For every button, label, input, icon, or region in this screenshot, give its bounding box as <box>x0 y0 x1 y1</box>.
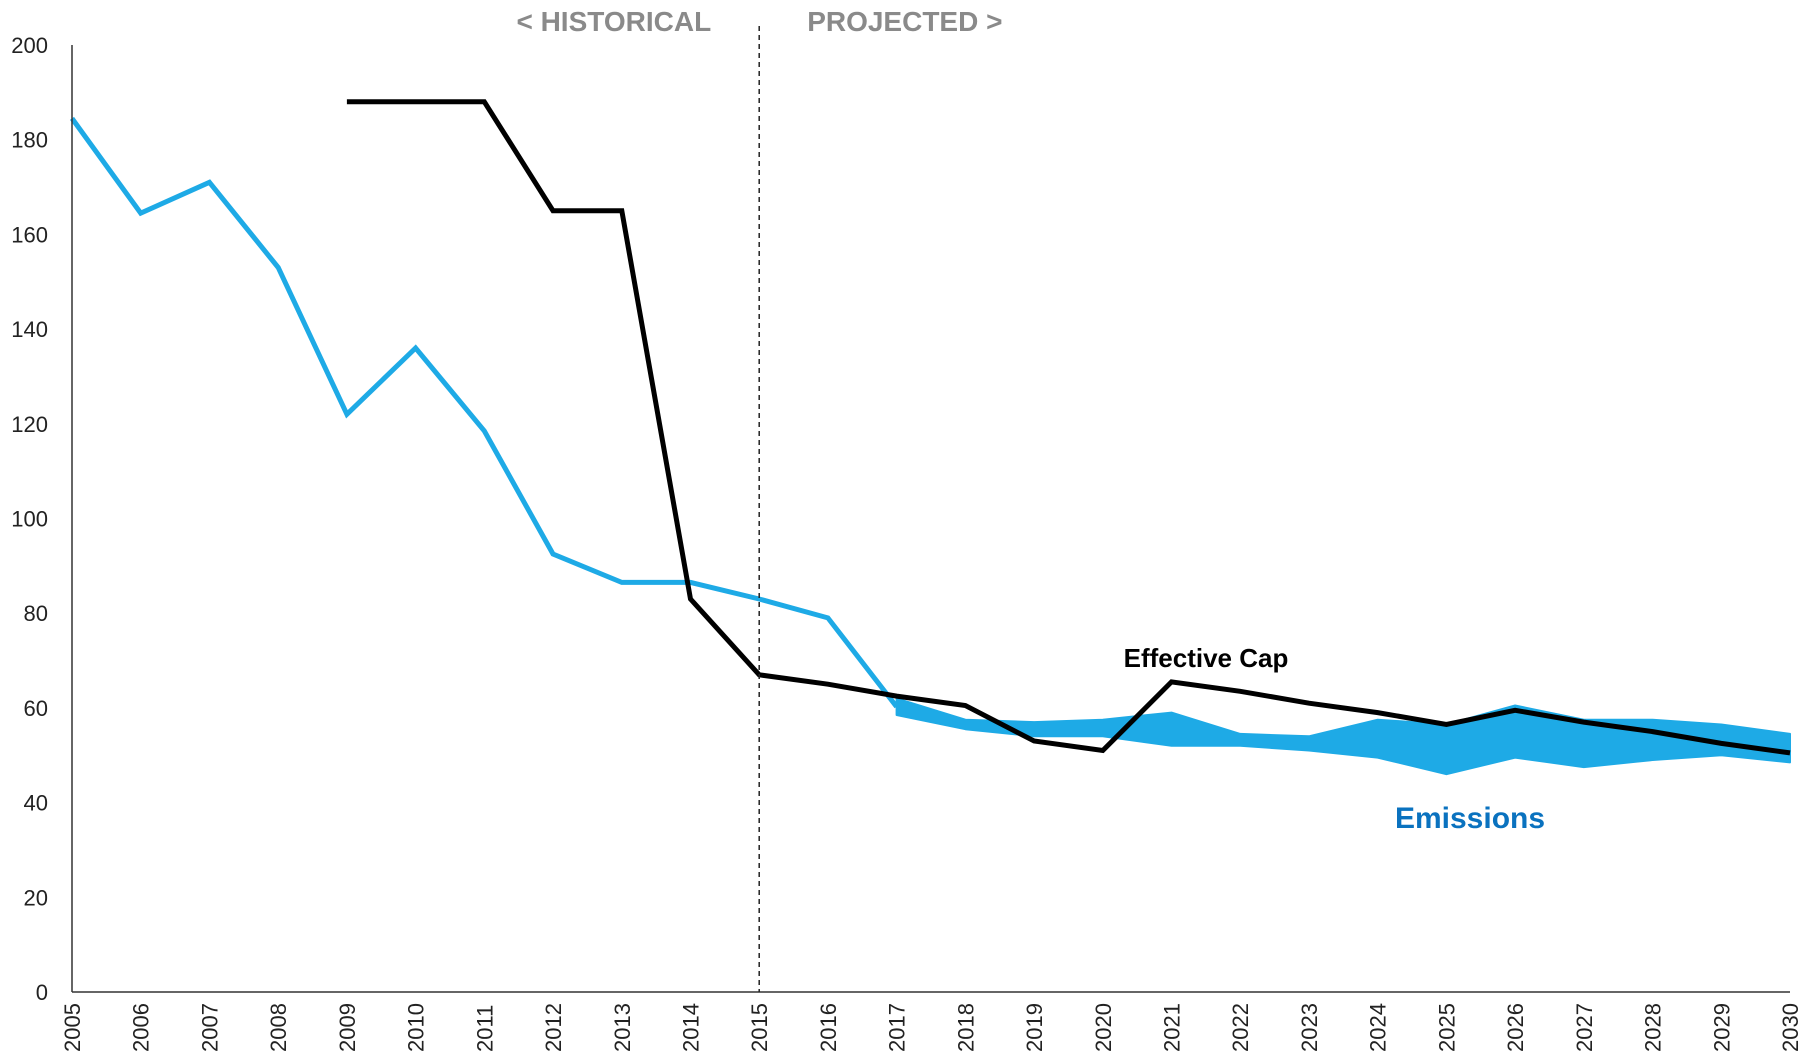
x-tick-labels: 2005 2006 2007 2008 2009 2010 2011 2012 2013 2014… <box>60 1003 1802 1052</box>
x-tick-label: 2014 <box>678 1003 703 1052</box>
x-tick-label: 2007 <box>197 1003 222 1052</box>
x-tick-label: 2026 <box>1503 1003 1528 1052</box>
y-tick-label: 80 <box>24 601 48 626</box>
axes-layer <box>71 45 1790 993</box>
x-tick-label: 2006 <box>129 1003 154 1052</box>
x-tick-label: 2011 <box>472 1005 497 1052</box>
x-tick-label: 2010 <box>404 1003 429 1052</box>
x-tick-label: 2005 <box>60 1003 85 1052</box>
y-tick-label: 200 <box>11 33 48 58</box>
y-tick-label: 160 <box>11 222 48 247</box>
y-tick-label: 60 <box>24 696 48 721</box>
x-tick-label: 2017 <box>885 1003 910 1052</box>
y-tick-label: 100 <box>11 507 48 532</box>
y-tick-label: 120 <box>11 412 48 437</box>
x-tick-label: 2013 <box>610 1003 635 1052</box>
projected-period-label: PROJECTED > <box>807 6 1002 37</box>
y-tick-label: 140 <box>11 317 48 342</box>
x-tick-label: 2012 <box>541 1003 566 1052</box>
historical-period-label: < HISTORICAL <box>516 6 711 37</box>
emissions-line <box>69 116 899 709</box>
y-tick-label: 0 <box>36 980 48 1005</box>
x-tick-label: 2009 <box>335 1003 360 1052</box>
emissions-series-label: Emissions <box>1395 802 1545 835</box>
x-tick-label: 2022 <box>1228 1003 1253 1052</box>
x-tick-label: 2030 <box>1778 1003 1802 1052</box>
x-tick-label: 2019 <box>1022 1003 1047 1052</box>
y-tick-label: 40 <box>24 791 48 816</box>
y-tick-label: 180 <box>11 128 48 153</box>
effective-cap-series-label: Effective Cap <box>1124 643 1289 673</box>
x-tick-label: 2015 <box>747 1003 772 1052</box>
x-tick-label: 2016 <box>816 1003 841 1052</box>
period-divider: < HISTORICAL PROJECTED > <box>516 6 1002 992</box>
y-tick-label: 20 <box>24 885 48 910</box>
x-tick-label: 2025 <box>1434 1003 1459 1052</box>
x-tick-label: 2023 <box>1297 1003 1322 1052</box>
series-lines-layer <box>69 99 1791 756</box>
y-tick-labels: 0 20 40 60 80 100 120 140 160 180 200 <box>11 33 48 1005</box>
effective-cap-line <box>346 99 1791 756</box>
x-tick-label: 2018 <box>953 1003 978 1052</box>
x-tick-label: 2024 <box>1366 1003 1391 1052</box>
x-tick-label: 2028 <box>1641 1003 1666 1052</box>
x-tick-label: 2027 <box>1572 1003 1597 1052</box>
x-tick-label: 2020 <box>1091 1003 1116 1052</box>
x-tick-label: 2008 <box>266 1003 291 1052</box>
x-tick-label: 2021 <box>1160 1003 1185 1052</box>
x-tick-label: 2029 <box>1709 1003 1734 1052</box>
